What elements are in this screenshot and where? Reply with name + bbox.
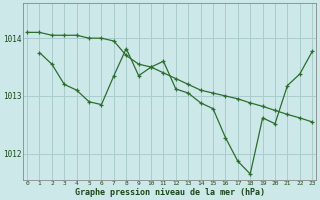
X-axis label: Graphe pression niveau de la mer (hPa): Graphe pression niveau de la mer (hPa) xyxy=(75,188,265,197)
